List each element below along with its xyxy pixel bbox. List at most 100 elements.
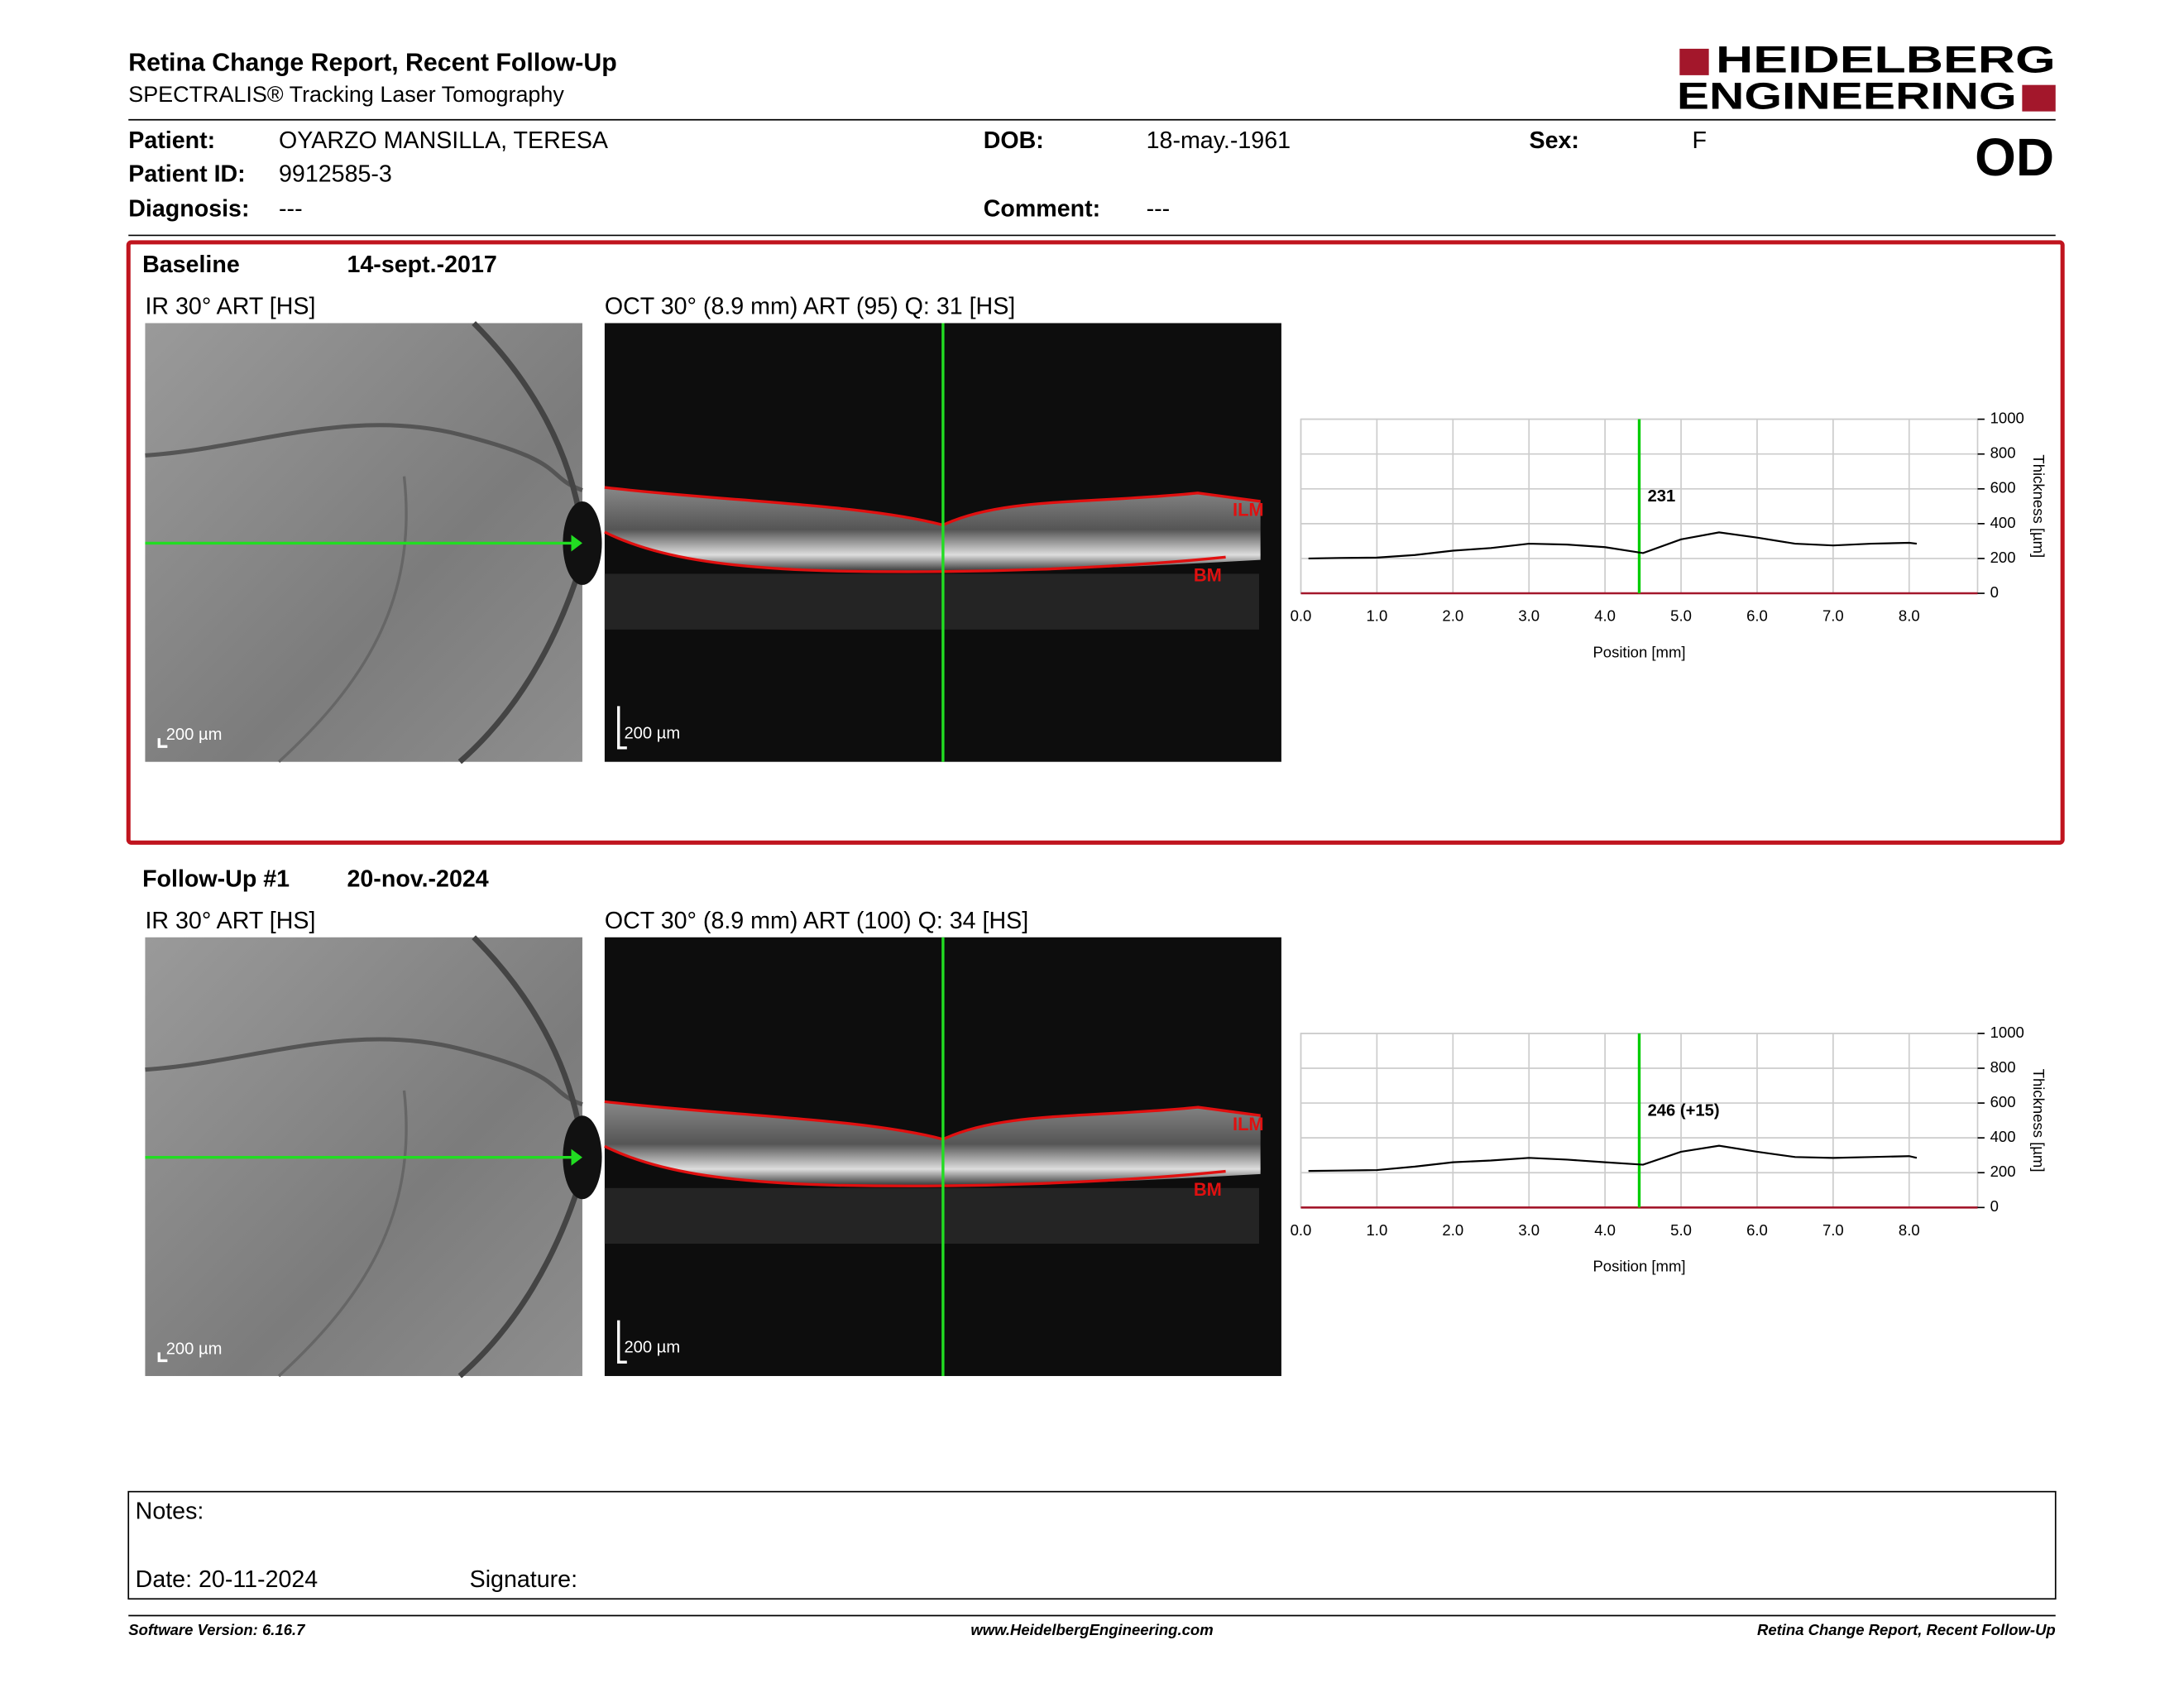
y-tick-label: 600 (1990, 1093, 2016, 1110)
baseline-frame (126, 240, 2065, 845)
y-tick-label: 800 (1990, 1058, 2016, 1076)
exam-label: Follow-Up #1 (142, 866, 290, 892)
date-label: Date: 20-11-2024 (136, 1566, 318, 1593)
logo-block (2022, 84, 2056, 112)
y-tick-label: 400 (1990, 1128, 2016, 1145)
ir-title: IR 30° ART [HS] (145, 294, 315, 320)
field-label: Sex: (1530, 127, 1579, 154)
field-value: OYARZO MANSILLA, TERESA (279, 127, 609, 154)
marker-label: 246 (+15) (1648, 1101, 1720, 1120)
eye: OD (1975, 127, 2054, 187)
field-value: --- (1147, 196, 1171, 223)
x-tick-label: 8.0 (1899, 607, 1920, 625)
vessel (277, 476, 408, 763)
logo-block (1679, 48, 1709, 75)
x-tick-label: 2.0 (1442, 607, 1463, 625)
layer-label: BM (1194, 1179, 1222, 1200)
bm-line (604, 530, 1226, 573)
x-tick-label: 5.0 (1670, 607, 1692, 625)
footer-right: Retina Change Report, Recent Follow-Up (1757, 1621, 2056, 1638)
oct-title: OCT 30° (8.9 mm) ART (95) Q: 31 [HS] (605, 294, 1015, 320)
retina (604, 487, 1261, 572)
vessel (472, 935, 586, 1147)
x-tick-label: 6.0 (1746, 1221, 1768, 1239)
scale-label: 200 µm (166, 1340, 223, 1358)
vessel (457, 1172, 586, 1379)
field-value: F (1692, 127, 1706, 154)
field-label: Patient: (128, 127, 215, 154)
field-label: Patient ID: (128, 161, 245, 188)
x-tick-label: 1.0 (1367, 1221, 1388, 1239)
x-tick-label: 2.0 (1442, 1221, 1463, 1239)
y-tick-label: 400 (1990, 514, 2016, 531)
y-tick-label: 1000 (1990, 1024, 2024, 1041)
y-tick-label: 200 (1990, 1163, 2016, 1180)
field-label: Diagnosis: (128, 196, 249, 223)
vessel (145, 423, 583, 492)
field-label: DOB: (984, 127, 1044, 154)
vessel (277, 1090, 408, 1378)
oct-title: OCT 30° (8.9 mm) ART (100) Q: 34 [HS] (605, 908, 1028, 934)
field-value: --- (279, 196, 303, 223)
signature-label: Signature: (470, 1566, 577, 1593)
scan-arrow (571, 535, 582, 552)
x-tick-label: 4.0 (1594, 607, 1616, 625)
scale-label: 200 µm (624, 1339, 680, 1357)
exam-date: 14-sept.-2017 (347, 252, 497, 278)
marker-label: 231 (1648, 487, 1676, 506)
y-axis-label: Thickness [µm] (2030, 454, 2048, 558)
x-tick-label: 1.0 (1367, 607, 1388, 625)
footer-left: Software Version: 6.16.7 (128, 1621, 306, 1638)
x-tick-label: 7.0 (1822, 1221, 1844, 1239)
x-tick-label: 0.0 (1291, 607, 1312, 625)
optic-disc (563, 501, 602, 585)
y-tick-label: 1000 (1990, 410, 2024, 427)
x-axis-label: Position [mm] (1592, 643, 1685, 660)
choroid (604, 573, 1259, 630)
x-axis-label: Position [mm] (1592, 1258, 1685, 1275)
x-tick-label: 5.0 (1670, 1221, 1692, 1239)
notes-box (127, 1490, 2057, 1600)
exam-date: 20-nov.-2024 (347, 866, 489, 892)
scale-label: 200 µm (624, 724, 680, 742)
notes-label: Notes: (136, 1498, 204, 1524)
x-tick-label: 3.0 (1518, 607, 1540, 625)
y-tick-label: 0 (1990, 1197, 1999, 1215)
scale-bar (157, 1352, 168, 1363)
y-axis-label: Thickness [µm] (2030, 1069, 2048, 1172)
retina (604, 1101, 1261, 1187)
y-tick-label: 200 (1990, 549, 2016, 566)
bm-line (604, 1144, 1226, 1187)
footer-center: www.HeidelbergEngineering.com (970, 1621, 1213, 1638)
x-tick-label: 6.0 (1746, 607, 1768, 625)
thickness-profile (1308, 531, 1918, 560)
y-tick-label: 800 (1990, 444, 2016, 462)
x-tick-label: 7.0 (1822, 607, 1844, 625)
x-tick-label: 0.0 (1291, 1221, 1312, 1239)
field-value: 18-may.-1961 (1147, 127, 1291, 154)
x-tick-label: 8.0 (1899, 1221, 1920, 1239)
report-subtitle: SPECTRALIS® Tracking Laser Tomography (128, 82, 564, 107)
vessel (457, 559, 586, 765)
ir-title: IR 30° ART [HS] (145, 908, 315, 934)
field-value: 9912585-3 (279, 161, 392, 188)
scan-arrow (571, 1149, 582, 1166)
logo-text: ENGINEERING (1677, 75, 2017, 117)
scale-bar (157, 738, 168, 748)
field-label: Comment: (984, 196, 1100, 223)
y-tick-label: 600 (1990, 479, 2016, 496)
thickness-profile (1308, 1144, 1918, 1172)
layer-label: BM (1194, 565, 1222, 586)
logo-text: HEIDELBERG (1716, 39, 2056, 81)
y-tick-label: 0 (1990, 583, 1999, 601)
scale-bar (617, 706, 627, 750)
exam-label: Baseline (142, 252, 240, 278)
choroid (604, 1187, 1259, 1244)
scale-label: 200 µm (166, 726, 223, 744)
x-tick-label: 3.0 (1518, 1221, 1540, 1239)
layer-label: ILM (1233, 1114, 1264, 1134)
layer-label: ILM (1233, 500, 1264, 520)
